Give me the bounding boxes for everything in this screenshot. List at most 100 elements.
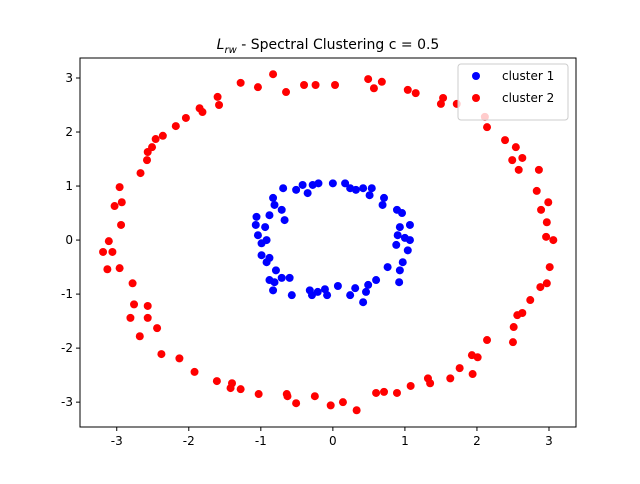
scatter-point xyxy=(398,258,407,267)
scatter-point xyxy=(213,92,222,101)
scatter-point xyxy=(190,367,199,376)
scatter-point xyxy=(115,183,124,192)
scatter-point xyxy=(483,123,492,132)
scatter-point xyxy=(511,143,520,152)
scatter-point xyxy=(341,179,350,188)
scatter-point xyxy=(338,398,347,407)
scatter-point xyxy=(439,93,448,102)
y-tick-label: 0 xyxy=(65,233,73,247)
y-tick-label: 2 xyxy=(65,125,73,139)
scatter-point xyxy=(292,185,301,194)
y-tick-label: 1 xyxy=(65,179,73,193)
scatter-point xyxy=(331,81,340,90)
scatter-point xyxy=(215,101,224,110)
scatter-point xyxy=(537,205,546,214)
scatter-point xyxy=(126,313,135,322)
scatter-point xyxy=(298,180,307,189)
scatter-point xyxy=(380,193,389,202)
scatter-point xyxy=(406,381,415,390)
scatter-point xyxy=(534,165,543,174)
legend-label: cluster 2 xyxy=(502,91,554,105)
scatter-point xyxy=(115,264,124,273)
scatter-point xyxy=(198,108,207,117)
scatter-point xyxy=(285,273,294,282)
scatter-point xyxy=(135,332,144,341)
scatter-point xyxy=(269,286,278,295)
scatter-point xyxy=(99,247,108,256)
scatter-point xyxy=(270,200,279,209)
scatter-point xyxy=(365,191,374,200)
scatter-point xyxy=(542,279,551,288)
scatter-point xyxy=(393,231,402,240)
scatter-point xyxy=(300,81,309,90)
scatter-point xyxy=(108,247,117,256)
scatter-point xyxy=(212,377,221,386)
scatter-point xyxy=(426,379,435,388)
scatter-point xyxy=(277,273,286,282)
scatter-point xyxy=(143,313,152,322)
scatter-point xyxy=(265,253,274,262)
scatter-point xyxy=(367,184,376,193)
scatter-point xyxy=(282,390,291,399)
scatter-point xyxy=(269,70,278,79)
scatter-point xyxy=(326,401,335,410)
scatter-point xyxy=(508,338,517,347)
scatter-point xyxy=(282,88,291,97)
scatter-point xyxy=(398,209,407,218)
legend-box xyxy=(457,63,569,121)
scatter-point xyxy=(352,406,361,415)
scatter-point xyxy=(328,179,337,188)
scatter-point xyxy=(117,198,126,207)
title-text: - Spectral Clustering c = 0.5 xyxy=(237,37,440,53)
plot-area xyxy=(99,70,558,415)
scatter-point xyxy=(395,278,404,287)
title-symbol: L xyxy=(217,37,225,53)
scatter-point xyxy=(405,220,414,229)
scatter-point xyxy=(395,266,404,275)
scatter-point xyxy=(253,83,262,92)
scatter-point xyxy=(483,336,492,345)
scatter-point xyxy=(513,311,522,320)
scatter-point xyxy=(142,156,151,165)
scatter-point xyxy=(362,287,371,296)
scatter-point xyxy=(468,370,477,379)
scatter-point xyxy=(501,136,510,145)
scatter-point xyxy=(549,236,558,245)
scatter-point xyxy=(151,135,160,144)
scatter-point xyxy=(542,232,551,241)
scatter-point xyxy=(455,364,464,373)
scatter-point xyxy=(544,198,553,207)
scatter-point xyxy=(277,205,286,214)
scatter-point xyxy=(395,223,404,232)
y-tick-label: 3 xyxy=(65,71,73,85)
scatter-point xyxy=(526,296,535,305)
scatter-point xyxy=(514,165,523,174)
scatter-point xyxy=(364,280,373,289)
scatter-point xyxy=(236,78,245,87)
x-tick-label: -2 xyxy=(183,434,195,448)
axes-frame xyxy=(79,57,577,428)
legend-label: cluster 1 xyxy=(502,69,554,83)
scatter-point xyxy=(117,220,126,229)
scatter-point xyxy=(287,291,296,300)
scatter-point xyxy=(153,324,162,333)
scatter-point xyxy=(311,81,320,90)
scatter-point xyxy=(292,399,301,408)
legend-marker xyxy=(472,72,480,80)
scatter-point xyxy=(351,284,360,293)
scatter-point xyxy=(508,156,517,165)
scatter-point xyxy=(323,291,332,300)
scatter-point xyxy=(181,113,190,122)
scatter-point xyxy=(157,350,166,359)
scatter-point xyxy=(110,202,119,211)
title-subscript: rw xyxy=(224,45,237,56)
y-tick-label: -3 xyxy=(61,395,73,409)
scatter-point xyxy=(148,143,157,152)
scatter-point xyxy=(175,354,184,363)
x-tick-label: 0 xyxy=(329,434,337,448)
scatter-point xyxy=(136,169,145,178)
y-tick-label: -2 xyxy=(61,341,73,355)
scatter-point xyxy=(269,193,278,202)
x-tick-label: 2 xyxy=(473,434,481,448)
scatter-point xyxy=(509,323,518,332)
